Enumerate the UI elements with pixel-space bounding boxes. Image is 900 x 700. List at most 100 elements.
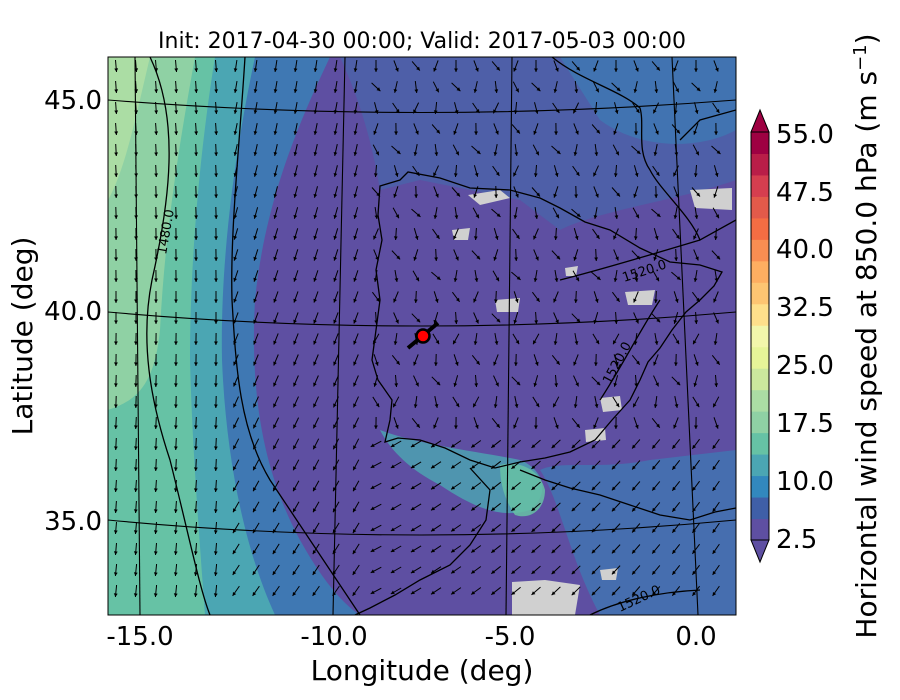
wind-vector-head [435,193,439,198]
wind-vector-head [293,487,297,492]
height-contours [146,57,701,615]
colorbar-label-close: ) [850,33,883,44]
wind-vector-head [174,320,178,324]
wind-vector-head [656,423,660,428]
wind-vector-head [214,299,218,303]
wind-vector-head [233,403,237,408]
wind-vector-head [551,549,556,554]
wind-vector-head [293,340,297,345]
wind-vector-head [454,110,459,114]
wind-vector-head [613,278,618,282]
wind-vector-head [455,403,460,408]
wind-vector-head [531,486,536,490]
colorbar-tick-label: 47.5 [776,178,834,208]
wind-vector-head [675,193,679,198]
wind-vector-head [370,548,375,552]
wind-vector-head [713,298,717,303]
wind-vector-head [632,528,636,533]
wind-vector-head [273,131,278,135]
wind-vector-head [394,131,398,135]
wind-vector-head [414,235,419,240]
contour-1480 [146,57,211,615]
wind-vector-head [113,509,118,513]
wind-vector-head [715,424,719,429]
wind-vector-head [672,444,676,449]
wind-vector-head [353,382,357,387]
wind-vector-head [534,425,538,429]
wind-vector-head [214,425,218,429]
wind-vector-head [435,234,440,239]
wind-vector-head [413,109,417,114]
wind-vector-head [551,465,556,470]
wind-vector-head [352,592,357,596]
wind-vector-head [596,129,600,134]
wind-vector-head [611,507,616,512]
wind-vector-head [214,194,218,198]
wind-vector-head [611,549,616,554]
wind-vector-head [574,341,579,345]
wind-vector-head [451,527,455,532]
wind-vector-head [471,464,476,469]
wind-vector-head [534,215,539,219]
wind-vector-head [531,507,536,511]
wind-vector-head [673,424,677,429]
wind-vector-head [114,89,119,93]
wind-vector-head [394,383,399,387]
wind-vector-head [373,130,377,135]
wind-vector-head [134,257,138,261]
wind-vector-head [715,214,719,219]
wind-vector-head [394,172,399,177]
wind-vector-head [571,549,576,554]
wind-vector-head [214,341,218,345]
wind-vector-head [253,424,257,429]
wind-vector-head [352,529,357,534]
wind-vector-head [134,383,138,387]
wind-vector-head [635,424,639,429]
wind-vector-head [595,340,600,345]
wind-vector-head [273,277,277,282]
wind-vector-head [594,298,599,303]
wind-vector-head [596,276,601,280]
contour-west [231,57,361,615]
wind-vector-head [454,320,459,324]
wind-vector-head [652,549,656,554]
wind-vector-head [654,194,658,198]
wind-vector-head [253,277,257,282]
wind-vector-head [511,591,516,595]
wind-vector-head [370,590,375,594]
wind-vector-head [692,444,697,449]
wind-vector-head [491,486,496,490]
wind-vector-head [114,194,118,198]
wind-vector-head [533,173,538,177]
colorbar-frame [750,131,770,541]
wind-vector-head [576,213,581,217]
wind-vector-head [575,277,579,282]
wind-vector-head [313,508,317,513]
wind-vector-head [672,486,676,491]
wind-vector-head [174,215,178,219]
wind-vector-head [273,340,277,345]
wind-vector-head [413,404,418,408]
wind-vector-head [174,89,179,93]
wind-vector-head [353,193,358,198]
wind-vector-head [113,467,118,471]
wind-vector-head [153,467,158,471]
wind-vector-head [273,298,277,303]
y-tick-label: 40.0 [44,297,102,327]
wind-vector-head [213,572,218,576]
wind-vector-head [431,569,435,574]
wind-vector-head [635,319,639,324]
wind-vector-head [533,278,538,282]
wind-vector-head [634,131,638,135]
wind-vector-head [353,508,357,513]
wind-vector-head [712,592,717,596]
wind-vector-head [134,446,138,450]
wind-vector-head [593,215,598,219]
wind-vector-head [114,404,118,408]
wind-vector-head [113,551,118,555]
wind-vector-head [551,486,556,491]
wind-vector-head [253,382,257,387]
wind-vector-head [652,507,656,512]
wind-vector-head [511,528,516,532]
colorbar-ticks: 55.0 47.5 40.0 32.5 25.0 17.5 10.0 2.5 [776,120,834,555]
